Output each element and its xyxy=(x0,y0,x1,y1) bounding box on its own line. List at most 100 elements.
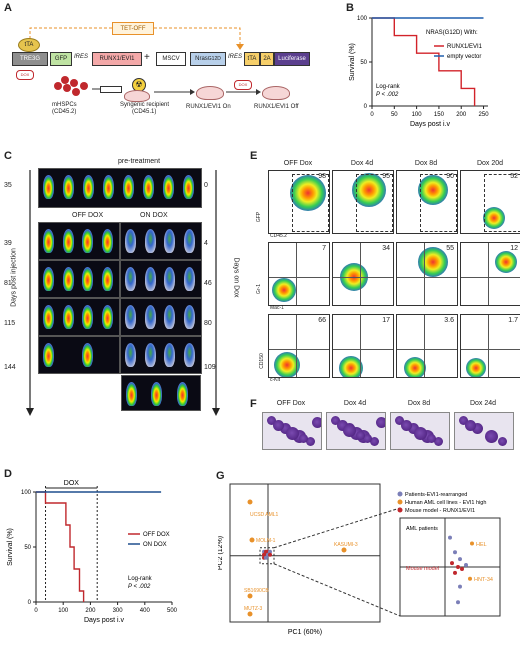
density-blob xyxy=(274,351,300,377)
zoom-point xyxy=(453,570,457,575)
bioluminescence-mouse xyxy=(125,343,136,367)
density-blob xyxy=(272,277,296,302)
quadrant-line xyxy=(397,349,457,351)
density-blob xyxy=(290,174,326,211)
bioluminescence-mouse xyxy=(151,382,163,406)
blood-cell xyxy=(408,423,419,434)
morphology-column-header: Dox 4d xyxy=(343,400,367,407)
bioluminescence-mouse xyxy=(144,305,156,329)
bioluminescence-mouse xyxy=(63,175,74,199)
blood-cell xyxy=(485,430,498,443)
ondox-image xyxy=(120,222,202,260)
cluster-point xyxy=(264,555,268,560)
panel-label-g: G xyxy=(216,470,225,482)
zoom-line xyxy=(273,507,401,549)
mouse-off-icon xyxy=(262,86,290,100)
mouse-recipient-icon xyxy=(124,90,150,102)
density-blob xyxy=(352,172,386,207)
flow-plot: 66 xyxy=(268,314,330,378)
p-value: P < .002 xyxy=(376,92,399,98)
flow-percentage: 7 xyxy=(322,245,326,252)
mhspc-label: mHSPCs xyxy=(52,102,77,108)
y-tick-label: 0 xyxy=(28,600,32,606)
blood-cell xyxy=(337,420,348,431)
quadrant-line xyxy=(461,349,520,351)
blood-cell xyxy=(280,423,291,434)
label-aml-patients: AML patients xyxy=(406,526,438,532)
bioluminescence-mouse xyxy=(163,175,174,199)
quadrant-line xyxy=(360,315,361,377)
density-blob xyxy=(418,174,448,205)
x-axis-label: PC1 (60%) xyxy=(288,629,322,636)
bioluminescence-mouse xyxy=(82,267,93,291)
panel-c-axis-arrows xyxy=(26,170,220,416)
cell-line-point xyxy=(249,537,255,543)
quadrant-line xyxy=(424,243,425,305)
mouse-on-icon xyxy=(196,86,224,100)
bioluminescence-mouse xyxy=(125,267,136,291)
x-tick-label: 150 xyxy=(434,112,445,118)
x-tick-label: 500 xyxy=(167,608,178,614)
final-ondox-image xyxy=(121,375,201,411)
blood-cell xyxy=(472,423,483,434)
zoom-point xyxy=(448,535,452,540)
x-tick-label: 0 xyxy=(370,112,374,118)
mscv-box: MSCV xyxy=(156,52,186,66)
flow-percentage: 66 xyxy=(318,317,326,324)
y-tick-label: 0 xyxy=(364,104,368,110)
legend-label: Patients-EVI1-rearranged xyxy=(405,492,467,498)
quadrant-line xyxy=(424,315,425,377)
bioluminescence-mouse xyxy=(183,267,195,291)
p2a-box: 2A xyxy=(260,52,274,66)
cell-line-point xyxy=(247,499,253,505)
flow-percentage: 1.7 xyxy=(508,317,518,324)
mhspc-label-2: (CD45.2) xyxy=(52,109,77,115)
blood-cell xyxy=(465,420,476,431)
zoom-point xyxy=(460,566,464,571)
flow-x-axis-label: CD45.2 xyxy=(270,233,287,239)
flow-plot: 7 xyxy=(268,242,330,306)
gate-box xyxy=(355,174,393,232)
x-tick-label: 0 xyxy=(34,608,38,614)
label-molm: MOLM-1 xyxy=(256,538,276,544)
bioluminescence-mouse xyxy=(183,229,195,253)
bioluminescence-mouse xyxy=(43,305,54,329)
bioluminescence-mouse xyxy=(183,305,195,329)
flow-plot: 34 xyxy=(332,242,394,306)
flow-plot: 17 xyxy=(332,314,394,378)
zoom-point xyxy=(464,563,468,568)
density-blob xyxy=(339,355,363,377)
bioluminescence-mouse xyxy=(144,229,156,253)
x-tick-label: 100 xyxy=(412,112,423,118)
label-hel: HEL xyxy=(476,542,487,548)
blood-cell xyxy=(498,437,507,446)
bioluminescence-mouse xyxy=(144,343,156,367)
panel-label-b: B xyxy=(346,2,354,14)
flow-plot: 98 xyxy=(268,170,330,234)
zoom-point xyxy=(453,550,457,555)
cluster-point xyxy=(268,552,272,557)
bioluminescence-mouse xyxy=(183,175,194,199)
x-tick-label: 400 xyxy=(140,608,151,614)
x-tick-label: 50 xyxy=(391,112,398,118)
label-mutz: MUTZ-3 xyxy=(244,606,263,612)
day-label-left: 115 xyxy=(4,320,16,327)
panel-label-c: C xyxy=(4,150,12,162)
dox-pill-icon: DOX xyxy=(16,70,34,80)
blood-cell xyxy=(267,416,276,425)
blood-cell xyxy=(376,417,385,428)
morphology-column-header: Dox 24d xyxy=(469,400,497,407)
y-axis-label: Survival (%) xyxy=(7,528,14,566)
x-tick-label: 250 xyxy=(479,112,490,118)
legend-title: NRAS(G12D) With: xyxy=(426,30,478,36)
y-tick-label: 50 xyxy=(24,545,31,551)
panel-a-arrows xyxy=(92,88,261,95)
flow-percentage: 34 xyxy=(382,245,390,252)
y-axis-label: Survival (%) xyxy=(349,43,356,81)
zoom-point xyxy=(456,565,460,569)
flow-percentage: 52 xyxy=(510,173,518,180)
flow-plot: 52 xyxy=(460,170,520,234)
x-tick-label: 200 xyxy=(456,112,467,118)
y-tick-label: 50 xyxy=(360,60,367,66)
flow-percentage: 98 xyxy=(318,173,326,180)
